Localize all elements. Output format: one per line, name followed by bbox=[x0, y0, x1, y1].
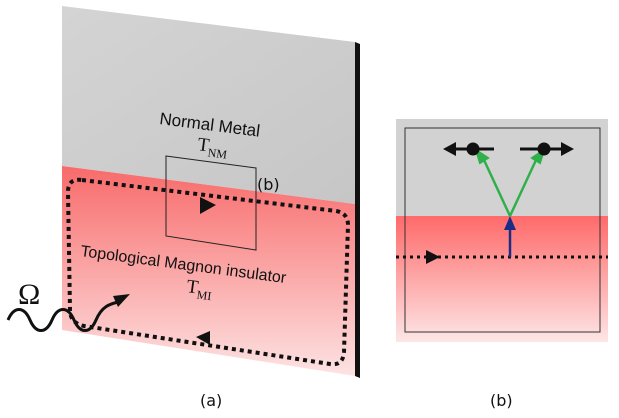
panel-a: (b) Normal Metal T NM Topological Magnon… bbox=[6, 6, 360, 410]
green-line-left bbox=[482, 159, 512, 217]
drive-wave-icon bbox=[6, 300, 119, 332]
edge-current-loop bbox=[65, 177, 351, 367]
panel-b-insulator-region bbox=[396, 216, 608, 342]
panel-b: (b) bbox=[396, 119, 608, 410]
particle-right-dot bbox=[537, 142, 551, 156]
inset-reference-label: (b) bbox=[257, 175, 280, 194]
svg-text:MI: MI bbox=[196, 287, 212, 303]
green-arrow-left bbox=[474, 147, 490, 165]
drive-wave-arrowhead bbox=[113, 294, 130, 307]
panel-b-caption: (b) bbox=[490, 391, 513, 410]
particle-right-arrowhead bbox=[561, 142, 574, 156]
svg-text:T: T bbox=[185, 276, 200, 298]
inset-box bbox=[165, 155, 257, 251]
svg-text:NM: NM bbox=[207, 145, 228, 161]
normal-metal-temperature: T NM bbox=[196, 134, 228, 162]
incoming-magnon-arrowhead bbox=[504, 216, 516, 230]
panel-b-frame bbox=[404, 127, 601, 333]
sheet-side-edge bbox=[355, 42, 360, 378]
magnon-insulator-region bbox=[62, 166, 355, 376]
loop-arrow-bottom bbox=[196, 331, 210, 345]
panel-b-current-arrow bbox=[426, 250, 440, 264]
drive-omega-symbol: Ω bbox=[18, 278, 40, 311]
green-line-right bbox=[508, 159, 538, 217]
loop-arrow-top bbox=[200, 197, 216, 214]
particle-left-dot bbox=[466, 142, 480, 156]
svg-text:T: T bbox=[196, 134, 211, 156]
particle-left-arrowhead bbox=[443, 142, 456, 156]
magnon-insulator-temperature: T MI bbox=[185, 276, 212, 303]
panel-a-caption: (a) bbox=[200, 391, 222, 410]
normal-metal-region bbox=[62, 6, 355, 204]
